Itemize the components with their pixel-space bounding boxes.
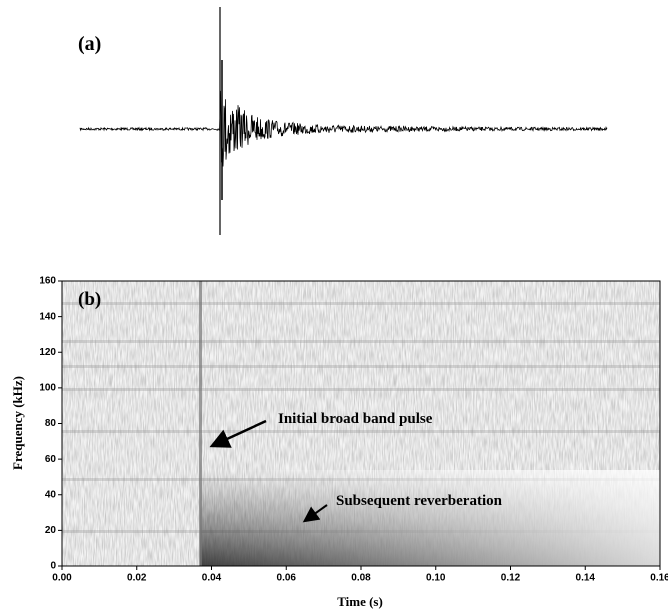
x-tick-label: 0.12 [501, 573, 521, 584]
y-tick-label: 80 [45, 418, 57, 429]
y-tick-label: 40 [45, 489, 57, 500]
y-tick-label: 120 [39, 347, 56, 358]
x-tick-label: 0.10 [426, 573, 446, 584]
annotation: Subsequent reverberation [336, 493, 503, 509]
panel-label: (b) [78, 289, 101, 310]
x-tick-label: 0.00 [52, 573, 72, 584]
x-tick-label: 0.02 [127, 573, 147, 584]
y-tick-label: 140 [39, 311, 56, 322]
band [62, 430, 660, 433]
x-tick-label: 0.16 [650, 573, 668, 584]
pulse [199, 281, 202, 566]
x-axis-label: Time (s) [337, 594, 383, 609]
band [62, 340, 660, 343]
x-tick-label: 0.08 [351, 573, 371, 584]
y-axis-label: Frequency (kHz) [10, 376, 25, 470]
spectrogram-panel: (b) Initial broad band pulse Subsequent … [10, 276, 668, 609]
y-tick-label: 0 [50, 561, 56, 572]
waveform-trace [79, 90, 608, 167]
annotation-arrow [209, 419, 267, 448]
y-tick-label: 100 [39, 383, 56, 394]
annotation: Initial broad band pulse [278, 411, 433, 427]
waveform-panel: (a) [78, 7, 608, 235]
y-tick-label: 160 [39, 276, 56, 287]
y-tick-label: 60 [45, 454, 57, 465]
annotation-arrow [302, 504, 328, 523]
panel-label: (a) [78, 33, 101, 55]
x-tick-label: 0.04 [202, 573, 222, 584]
reverberation-fade [200, 470, 660, 566]
x-tick-label: 0.06 [277, 573, 297, 584]
band [62, 365, 660, 368]
band [62, 302, 660, 305]
y-tick-label: 20 [45, 525, 57, 536]
band [62, 388, 660, 391]
x-tick-label: 0.14 [576, 573, 596, 584]
